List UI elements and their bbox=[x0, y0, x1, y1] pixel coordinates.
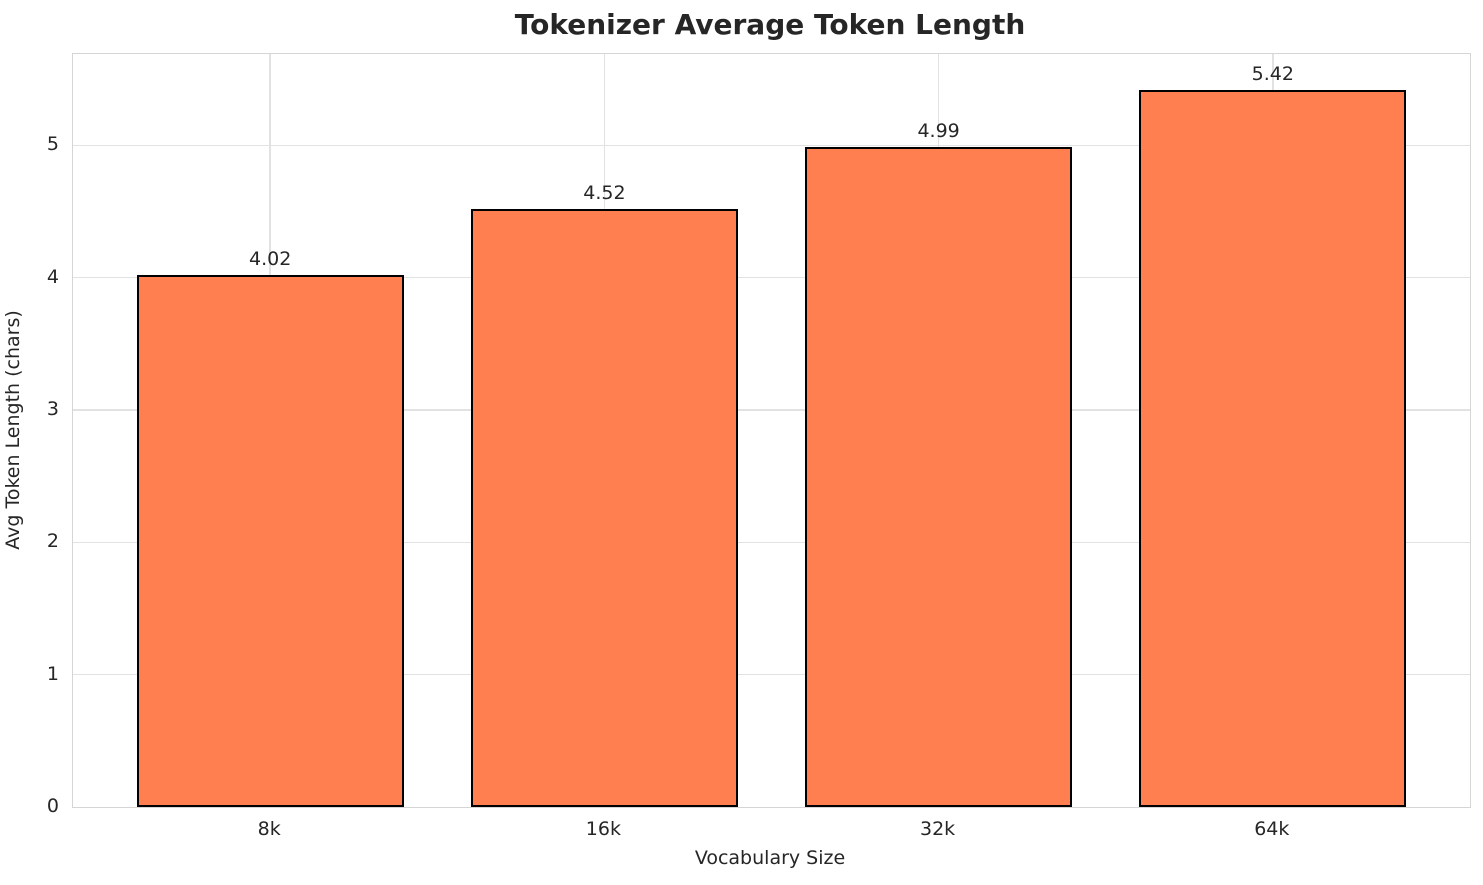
bar-value-label: 4.02 bbox=[249, 248, 292, 271]
y-axis-label: Avg Token Length (chars) bbox=[2, 310, 24, 550]
gridline-horizontal bbox=[73, 276, 1470, 279]
plot-area: 4.02 4.52 4.99 5.42 bbox=[72, 53, 1471, 808]
y-tick-label: 0 bbox=[46, 795, 59, 817]
bar-value-label: 5.42 bbox=[1251, 62, 1294, 85]
y-tick-label: 5 bbox=[46, 133, 59, 156]
bar-value-label: 4.99 bbox=[917, 119, 960, 142]
y-tick-label: 4 bbox=[46, 265, 59, 288]
bar-16k bbox=[470, 208, 739, 807]
gridline-horizontal bbox=[73, 409, 1470, 411]
chart-title: Tokenizer Average Token Length bbox=[514, 8, 1026, 41]
gridline-horizontal bbox=[73, 541, 1470, 544]
x-tick-label: 64k bbox=[1254, 818, 1290, 840]
x-axis-label: Vocabulary Size bbox=[694, 847, 846, 869]
bar-32k bbox=[804, 146, 1073, 807]
x-tick-label: 32k bbox=[920, 818, 956, 840]
y-tick-label: 3 bbox=[46, 397, 59, 420]
gridline-horizontal bbox=[73, 144, 1470, 147]
x-tick-label: 8k bbox=[257, 818, 281, 840]
x-tick-label: 16k bbox=[585, 818, 621, 840]
y-tick-label: 1 bbox=[46, 662, 59, 685]
y-tick-label: 2 bbox=[46, 530, 59, 553]
bar-value-label: 4.52 bbox=[583, 181, 626, 204]
bar-64k bbox=[1139, 89, 1407, 807]
gridline-horizontal bbox=[73, 673, 1470, 676]
bar-8k bbox=[136, 275, 404, 807]
